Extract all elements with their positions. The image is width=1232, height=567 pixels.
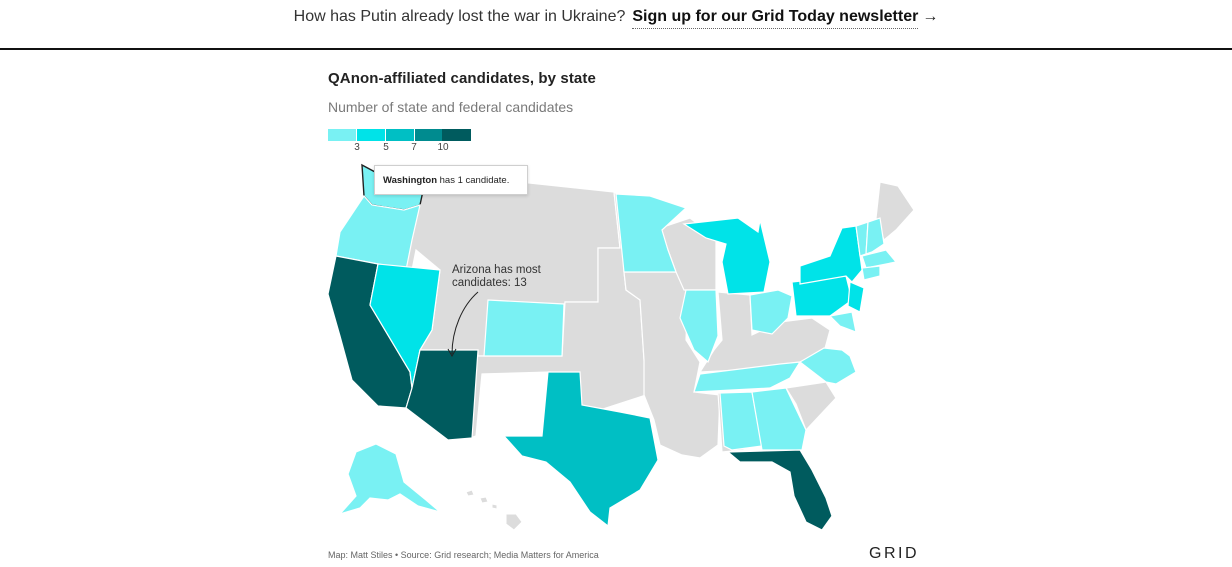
legend-swatch xyxy=(415,129,443,141)
state-tooltip: Washington has 1 candidate. xyxy=(374,165,528,195)
annotation-line-1: Arizona has most xyxy=(452,264,541,276)
state-texas[interactable] xyxy=(502,371,659,528)
map-subtitle: Number of state and federal candidates xyxy=(328,99,574,115)
state-maryland[interactable] xyxy=(828,311,857,333)
state-new-hampshire[interactable] xyxy=(865,217,885,255)
state-tennessee[interactable] xyxy=(693,361,802,393)
legend-tick: 7 xyxy=(411,142,417,153)
state-florida[interactable] xyxy=(726,449,833,531)
legend-swatch xyxy=(328,129,356,141)
map-title: QAnon-affiliated candidates, by state xyxy=(328,70,596,87)
arrow-right-icon[interactable]: → xyxy=(922,8,939,25)
state-connecticut[interactable] xyxy=(861,265,881,281)
state-illinois[interactable] xyxy=(679,289,719,364)
state-colorado[interactable] xyxy=(483,299,565,357)
state-massachusetts[interactable] xyxy=(861,249,898,269)
legend-tick: 3 xyxy=(354,142,360,153)
tooltip-state-name: Washington xyxy=(383,175,437,186)
tooltip-text: has 1 candidate. xyxy=(437,175,510,186)
state-new-york[interactable] xyxy=(799,225,863,285)
state-shape[interactable] xyxy=(785,381,837,432)
source-credit: Map: Matt Stiles • Source: Grid research… xyxy=(328,550,599,560)
legend-swatch xyxy=(357,129,385,141)
annotation-line-2: candidates: 13 xyxy=(452,277,527,289)
state-ohio[interactable] xyxy=(749,289,793,335)
state-arizona[interactable] xyxy=(405,349,479,441)
legend-swatch xyxy=(386,129,414,141)
annotation-arrowhead xyxy=(447,348,457,358)
state-georgia[interactable] xyxy=(751,387,807,451)
newsletter-signup-link[interactable]: Sign up for our Grid Today newsletter xyxy=(632,8,919,29)
state-alaska[interactable] xyxy=(338,443,441,516)
state-virginia[interactable] xyxy=(798,347,857,385)
state-shape[interactable] xyxy=(465,489,523,531)
state-shape[interactable] xyxy=(875,181,915,242)
annotation-arrow xyxy=(451,291,479,355)
legend-tick: 10 xyxy=(437,142,449,153)
grid-logo: GRID xyxy=(869,545,919,562)
state-minnesota[interactable] xyxy=(615,193,688,273)
top-banner: How has Putin already lost the war in Uk… xyxy=(0,0,1232,50)
legend-swatch xyxy=(442,129,471,141)
legend-tick: 5 xyxy=(383,142,389,153)
state-new-jersey[interactable] xyxy=(847,281,865,313)
banner-question: How has Putin already lost the war in Uk… xyxy=(293,8,626,25)
arizona-annotation: Arizona has most candidates: 13 xyxy=(452,264,562,290)
state-oregon[interactable] xyxy=(335,195,421,271)
state-alabama[interactable] xyxy=(719,391,763,451)
